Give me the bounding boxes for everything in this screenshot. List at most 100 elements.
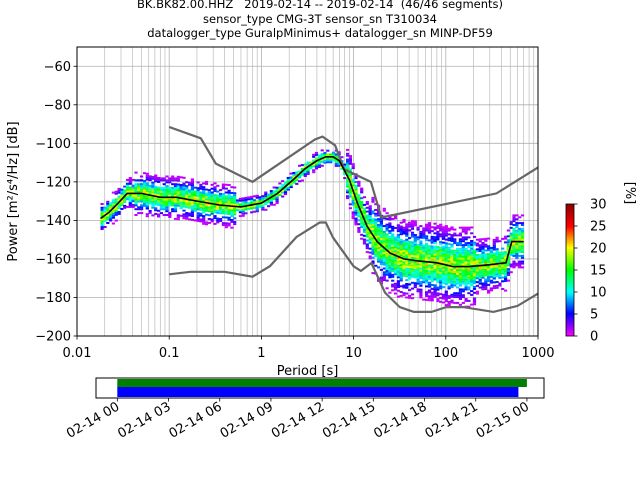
density-cell	[207, 196, 211, 199]
density-cell	[444, 238, 448, 241]
density-cell	[410, 274, 415, 277]
density-cell	[199, 199, 203, 202]
density-cell	[255, 204, 259, 207]
density-cell	[413, 264, 417, 267]
density-cell	[408, 289, 412, 292]
density-cell	[148, 184, 152, 187]
density-cell	[207, 206, 211, 209]
density-cell	[320, 164, 324, 167]
density-cell	[520, 251, 525, 253]
density-cell	[346, 181, 350, 184]
density-cell	[391, 248, 395, 251]
density-cell	[481, 282, 485, 285]
density-cell	[467, 251, 471, 254]
density-cell	[475, 258, 479, 260]
density-cell	[275, 194, 279, 197]
density-cell	[472, 241, 477, 244]
density-cell	[233, 196, 237, 199]
density-cell	[425, 285, 429, 288]
density-cell	[478, 278, 482, 281]
density-cell	[416, 267, 420, 270]
density-cell	[162, 202, 166, 205]
density-cell	[377, 256, 381, 259]
density-cell	[281, 191, 285, 194]
density-cell	[506, 246, 510, 249]
density-cell	[233, 209, 237, 212]
density-cell	[433, 278, 437, 281]
density-cell	[365, 220, 369, 223]
density-cell	[140, 198, 144, 201]
density-cell	[190, 182, 194, 185]
density-cell	[258, 196, 262, 199]
density-cell	[481, 238, 485, 241]
density-cell	[405, 261, 409, 264]
density-cell	[224, 206, 228, 209]
density-cell	[439, 271, 443, 274]
density-cell	[425, 243, 429, 245]
density-cell	[320, 155, 324, 158]
density-cell	[173, 183, 178, 186]
density-cell	[419, 250, 423, 253]
density-cell	[185, 212, 189, 215]
density-cell	[495, 269, 499, 272]
density-cell	[501, 288, 505, 290]
density-cell	[157, 209, 161, 212]
density-cell	[137, 208, 141, 211]
density-cell	[196, 216, 200, 219]
density-cell	[430, 270, 434, 273]
density-cell	[470, 257, 474, 260]
density-cell	[416, 272, 420, 275]
density-cell	[419, 275, 423, 278]
time-tick-label: 02-14 06	[167, 399, 225, 441]
density-cell	[495, 252, 499, 255]
density-cell	[207, 210, 211, 213]
density-cell	[512, 218, 516, 221]
density-cell	[346, 154, 350, 157]
density-cell	[425, 227, 429, 230]
density-cell	[518, 264, 522, 267]
density-cell	[515, 239, 519, 242]
density-cell	[190, 180, 194, 183]
density-cell	[379, 228, 383, 231]
density-cell	[433, 228, 437, 231]
density-cell	[506, 256, 510, 259]
density-cell	[408, 248, 412, 251]
density-cell	[405, 232, 409, 235]
density-cell	[492, 248, 496, 251]
density-cell	[413, 236, 417, 238]
density-cell	[484, 243, 488, 246]
density-cell	[362, 215, 367, 218]
density-cell	[416, 282, 420, 285]
density-cell	[346, 152, 350, 155]
density-cell	[433, 276, 437, 279]
density-cell	[433, 270, 437, 273]
density-cell	[444, 269, 448, 272]
density-cell	[388, 249, 392, 252]
density-cell	[371, 247, 375, 249]
density-cell	[334, 163, 338, 166]
density-cell	[492, 260, 496, 263]
density-cell	[230, 213, 234, 216]
density-cell	[487, 266, 491, 269]
density-cell	[204, 198, 209, 201]
density-cell	[204, 223, 209, 226]
density-cell	[444, 225, 448, 228]
density-cell	[396, 247, 400, 250]
density-cell	[103, 220, 107, 223]
density-cell	[278, 188, 282, 191]
density-cell	[224, 212, 228, 215]
density-cell	[422, 252, 426, 255]
density-cell	[458, 234, 462, 237]
density-cell	[391, 273, 395, 276]
density-cell	[193, 186, 197, 189]
density-cell	[106, 202, 110, 205]
density-cell	[492, 252, 496, 255]
density-cell	[348, 162, 352, 165]
density-cell	[487, 274, 491, 277]
density-cell	[343, 163, 347, 166]
density-cell	[379, 230, 383, 233]
density-cell	[230, 186, 234, 189]
density-cell	[461, 282, 465, 285]
density-cell	[148, 190, 152, 193]
density-cell	[399, 225, 403, 228]
